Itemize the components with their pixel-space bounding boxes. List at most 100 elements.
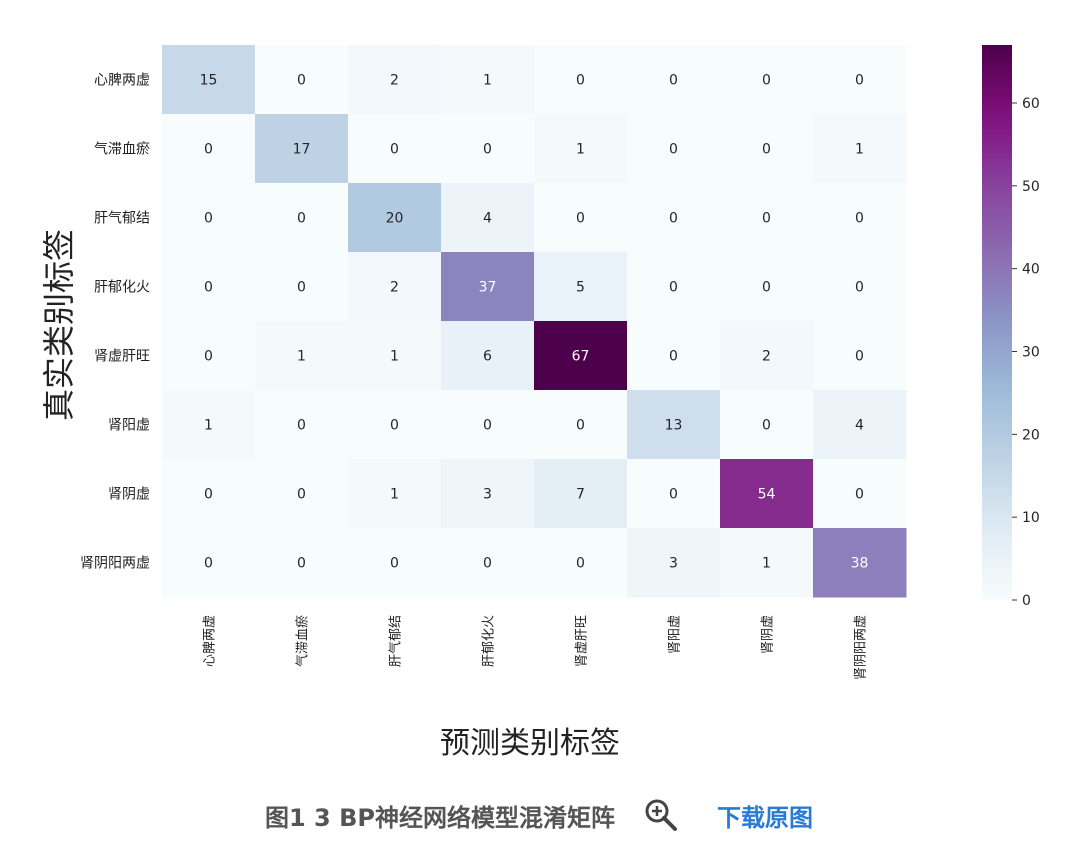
heatmap-cell [720,528,814,598]
cell-value-label: 0 [297,211,306,227]
heatmap-cell [813,459,907,529]
heatmap-cell [534,183,628,253]
y-tick-label: 肾阳虚 [108,418,150,434]
cell-value-label: 0 [204,280,213,296]
heatmap-cell [441,390,535,460]
cell-value-label: 1 [204,418,213,434]
zoom-in-icon[interactable] [643,797,679,833]
cell-value-label: 0 [204,556,213,572]
heatmap-cell [813,252,907,322]
cell-value-label: 0 [483,418,492,434]
heatmap-cell [534,528,628,598]
cell-value-label: 0 [297,418,306,434]
cell-value-label: 0 [297,487,306,503]
heatmap-cell [441,459,535,529]
heatmap-cell [255,252,349,322]
x-tick-labels: 心脾两虚 气滞血瘀 肝气郁结 肝郁化火 肾虚肝旺 肾阳虚 肾阴虚 肾阴阳两虚 [203,615,869,680]
cell-value-label: 1 [483,73,492,89]
heatmap-cell [534,390,628,460]
colorbar-tick-label: 40 [1022,262,1040,278]
heatmap-cell [813,45,907,115]
cell-value-label: 0 [855,73,864,89]
y-axis-label: 真实类别标签 [40,229,78,421]
cell-value-label: 0 [855,487,864,503]
x-tick-label: 气滞血瘀 [295,615,311,667]
heatmap-cell [162,321,256,391]
cell-value-label: 0 [855,349,864,365]
download-original-link[interactable]: 下载原图 [717,803,813,832]
heatmap-cell [627,183,721,253]
cell-value-label: 6 [483,349,492,365]
x-tick-label: 肾阴虚 [761,615,776,654]
cell-value-label: 38 [851,556,869,572]
heatmap-cell [348,528,442,598]
cell-value-label: 0 [762,418,771,434]
heatmap-cell [348,390,442,460]
heatmap-cell [627,528,721,598]
y-tick-label: 心脾两虚 [94,73,150,89]
cell-value-label: 0 [855,211,864,227]
heatmap-cell [441,528,535,598]
cell-value-label: 0 [204,349,213,365]
heatmap-cell [534,45,628,115]
heatmap-cell [534,252,628,322]
heatmap-cell [720,321,814,391]
cell-value-label: 0 [669,142,678,158]
heatmap-cell [162,459,256,529]
heatmap-cell [813,528,907,598]
confusion-matrix-chart: 15 0 2 1 0 0 0 00 17 0 0 1 0 0 10 0 20 4 0 0 0 00 0 2 37 5 0 0 00 1 1 6… [40,45,1040,761]
cell-value-label: 0 [669,211,678,227]
cell-value-label: 0 [297,280,306,296]
heatmap-cell [441,183,535,253]
cell-value-label: 0 [204,487,213,503]
heatmap-cell [162,45,256,115]
heatmap-cell [627,45,721,115]
y-tick-label: 肾阴阳两虚 [80,556,150,572]
heatmap-cell [720,45,814,115]
cell-value-label: 3 [483,487,492,503]
caption-title: 图1 3 BP神经网络模型混淆矩阵 [265,803,615,832]
heatmap-cell [255,528,349,598]
heatmap-cell-labels: 15 0 2 1 0 0 0 00 17 0 0 1 0 0 10 0 20 4 0 0 0 00 0 2 37 5 0 0 00 1 1 6… [200,73,869,572]
heatmap-cell [441,114,535,184]
heatmap-cell [162,528,256,598]
y-tick-label: 肝郁化火 [94,280,150,296]
x-tick-label: 肾阳虚 [668,615,683,654]
heatmap-cell [162,183,256,253]
colorbar-tick-label: 50 [1022,179,1040,195]
heatmap-cell [534,321,628,391]
cell-value-label: 5 [576,280,585,296]
heatmap-cells [162,45,907,598]
colorbar-tick-label: 10 [1022,510,1040,526]
cell-value-label: 0 [483,142,492,158]
heatmap-cell [534,459,628,529]
cell-value-label: 0 [576,556,585,572]
heatmap-cell [441,45,535,115]
x-tick-label: 肾阴阳两虚 [854,615,869,680]
heatmap-cell [720,390,814,460]
heatmap-cell [348,45,442,115]
colorbar [982,45,1012,600]
heatmap-cell [720,252,814,322]
cell-value-label: 0 [762,280,771,296]
cell-value-label: 0 [576,211,585,227]
heatmap-cell [627,321,721,391]
heatmap-cell [255,390,349,460]
cell-value-label: 37 [479,280,497,296]
cell-value-label: 3 [669,556,678,572]
heatmap-cell [441,321,535,391]
cell-value-label: 4 [855,418,864,434]
cell-value-label: 0 [390,556,399,572]
x-tick-label: 肾虚肝旺 [575,615,590,667]
heatmap-cell [720,183,814,253]
cell-value-label: 0 [390,418,399,434]
heatmap-cell [720,114,814,184]
cell-value-label: 4 [483,211,492,227]
cell-value-label: 0 [204,211,213,227]
cell-value-label: 1 [390,349,399,365]
heatmap-cell [255,459,349,529]
cell-value-label: 17 [293,142,311,158]
cell-value-label: 13 [665,418,683,434]
heatmap-cell [627,252,721,322]
heatmap-cell [813,321,907,391]
